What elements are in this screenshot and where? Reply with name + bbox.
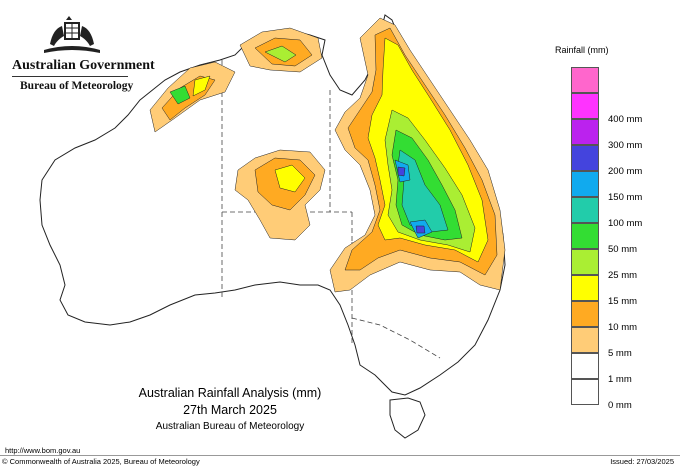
issued-date: Issued: 27/03/2025	[610, 457, 674, 466]
legend-label: 1 mm	[608, 374, 632, 385]
coat-of-arms-logo	[44, 16, 100, 53]
map-source: Australian Bureau of Meteorology	[155, 421, 305, 432]
legend-label: 25 mm	[608, 270, 638, 281]
legend-swatch	[571, 67, 599, 93]
government-title: Australian Government	[12, 58, 155, 73]
legend-label: 200 mm	[608, 166, 643, 177]
legend-swatch	[571, 93, 599, 119]
legend-label: 5 mm	[608, 348, 632, 359]
legend-swatch	[571, 379, 599, 405]
legend-label: 10 mm	[608, 322, 638, 333]
legend-swatch	[571, 275, 599, 301]
footer-divider	[0, 455, 680, 456]
tasmania	[389, 397, 426, 439]
legend-swatch	[571, 249, 599, 275]
map-title: Australian Rainfall Analysis (mm)	[138, 386, 322, 400]
legend-swatch	[571, 171, 599, 197]
legend-swatch	[571, 145, 599, 171]
legend-label: 100 mm	[608, 218, 643, 229]
map-date: 27th March 2025	[183, 403, 277, 417]
legend-label: 50 mm	[608, 244, 638, 255]
legend-label: 400 mm	[608, 114, 643, 125]
logo-divider	[12, 76, 128, 77]
legend-swatch	[571, 353, 599, 379]
legend-swatch	[571, 223, 599, 249]
legend-label: 150 mm	[608, 192, 643, 203]
copyright-text: © Commonwealth of Australia 2025, Bureau…	[2, 457, 200, 466]
rainfall-150mm-areas	[397, 166, 426, 234]
legend-label: 0 mm	[608, 400, 632, 411]
legend-label: 15 mm	[608, 296, 638, 307]
bom-url[interactable]: http://www.bom.gov.au	[5, 446, 81, 455]
legend-label: 300 mm	[608, 140, 643, 151]
legend-swatch	[571, 301, 599, 327]
legend-title: Rainfall (mm)	[555, 45, 609, 55]
agency-name: Bureau of Meteorology	[20, 80, 134, 92]
legend-swatch	[571, 119, 599, 145]
legend-swatch	[571, 197, 599, 223]
legend-swatch	[571, 327, 599, 353]
